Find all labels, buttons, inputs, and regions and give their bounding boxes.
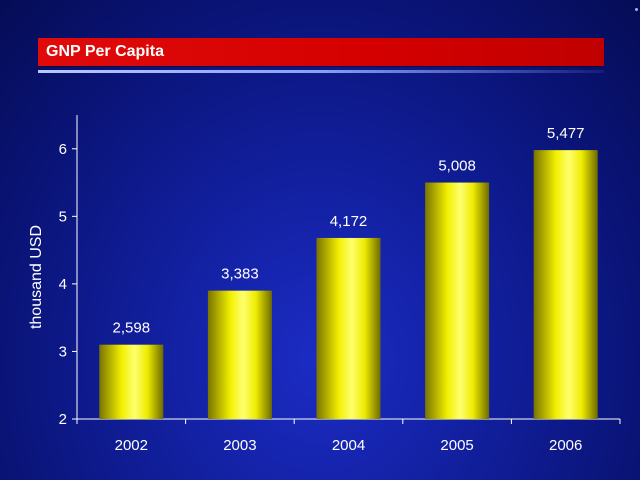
x-tick-label-2004: 2004: [332, 437, 365, 454]
bar-2003: [207, 290, 272, 419]
x-tick-label-2005: 2005: [440, 437, 473, 454]
y-tick-label: 6: [59, 141, 67, 158]
bar-2005: [425, 182, 490, 419]
y-tick-label: 3: [59, 343, 67, 360]
labels: 2 3 4 5 6 2,598 2002 3,383 2003 4,172 2004 5,008 200…: [59, 125, 585, 454]
x-tick-label-2003: 2003: [223, 437, 256, 454]
page-title: GNP Per Capita: [46, 43, 164, 60]
bar-2006: [533, 150, 598, 419]
bar-2002: [99, 344, 164, 419]
bar-2004: [316, 237, 381, 419]
y-tick-label: 2: [59, 411, 67, 428]
y-tick-label: 5: [59, 208, 67, 225]
bars: [99, 150, 598, 419]
data-label-2003: 3,383: [221, 266, 259, 283]
title-underline: [38, 70, 604, 73]
x-tick-label-2006: 2006: [549, 437, 582, 454]
y-axis-title: thousand USD: [28, 225, 45, 329]
title-banner: GNP Per Capita: [38, 38, 604, 66]
data-label-2006: 5,477: [547, 125, 585, 142]
y-tick-label: 4: [59, 276, 67, 293]
data-label-2004: 4,172: [330, 213, 368, 230]
corner-marker: [635, 8, 638, 11]
x-tick-label-2002: 2002: [115, 437, 148, 454]
data-label-2005: 5,008: [438, 158, 476, 175]
data-label-2002: 2,598: [113, 320, 151, 337]
